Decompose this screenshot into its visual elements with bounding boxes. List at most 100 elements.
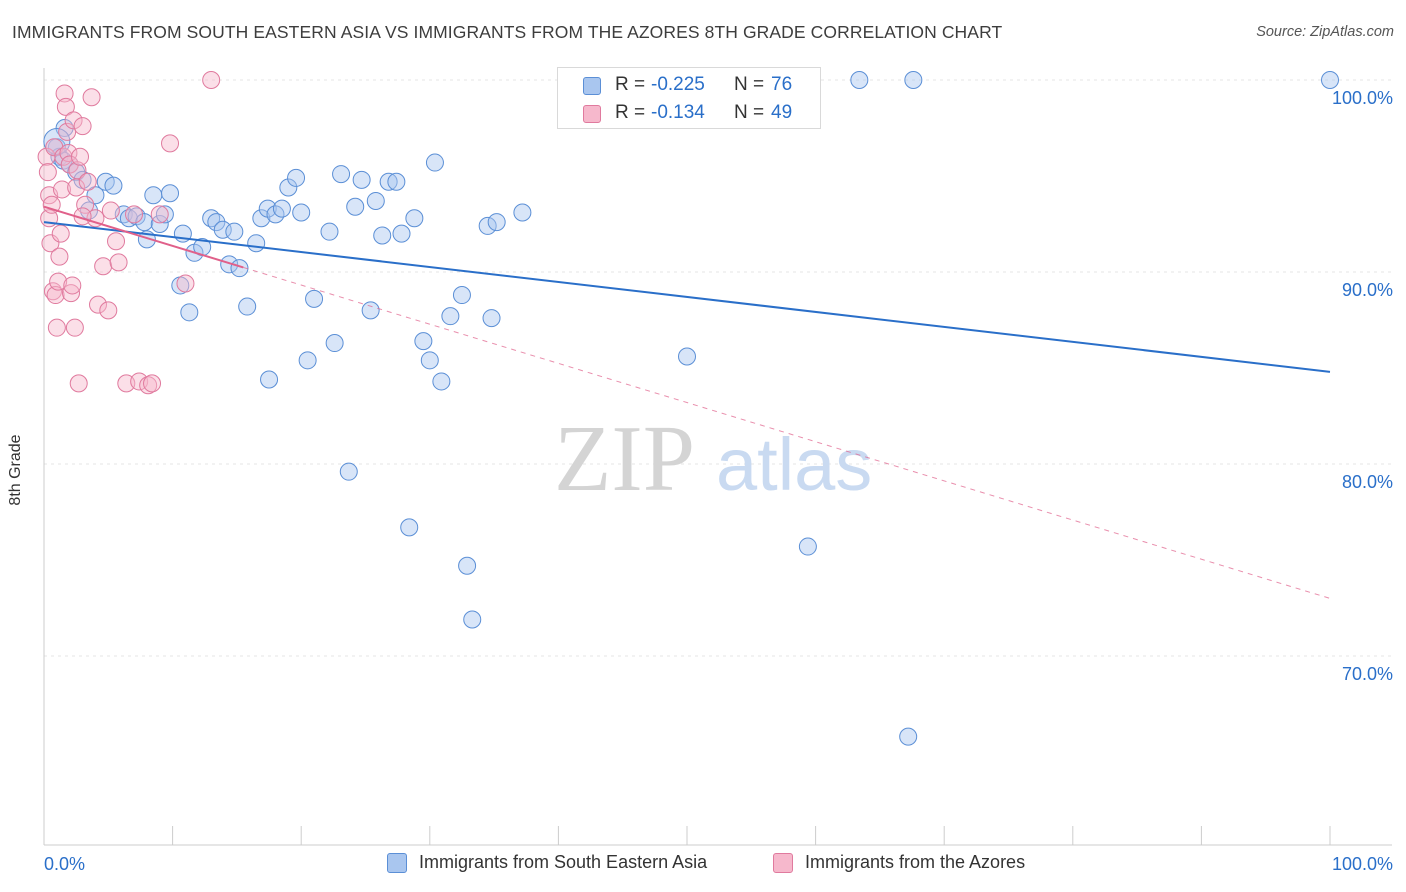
data-point-blue xyxy=(207,213,226,232)
legend-item-azores: Immigrants from the Azores xyxy=(773,852,1025,873)
r-label: R = xyxy=(615,102,646,123)
data-point-blue xyxy=(425,153,444,172)
data-point-pink xyxy=(89,295,108,314)
trend-line-pink-dashed xyxy=(243,266,1331,599)
bottom-legend: Immigrants from South Eastern Asia Immig… xyxy=(0,852,1406,878)
data-point-blue xyxy=(441,307,460,326)
data-point-blue xyxy=(387,172,406,191)
data-point-pink xyxy=(49,272,68,291)
data-point-blue xyxy=(400,518,419,537)
data-point-blue xyxy=(135,213,154,232)
data-point-blue xyxy=(298,351,317,370)
legend-swatch-pink xyxy=(773,852,793,873)
data-point-pink xyxy=(56,97,75,116)
data-point-pink xyxy=(176,274,195,293)
trend-lines xyxy=(43,205,1331,599)
data-point-blue xyxy=(279,178,298,197)
watermark-zip: ZIP xyxy=(554,407,695,511)
data-point-blue xyxy=(432,372,451,391)
data-point-blue xyxy=(320,222,339,241)
data-point-pink xyxy=(143,374,162,393)
data-point-pink xyxy=(150,205,169,224)
n-value: 76 xyxy=(771,74,793,95)
data-point-pink xyxy=(161,134,180,153)
data-point-pink xyxy=(125,205,144,224)
stats-legend: R = -0.225 N = 76 R = -0.134 N = 49 xyxy=(557,67,821,129)
data-point-blue xyxy=(213,220,232,239)
data-point-blue xyxy=(252,209,271,228)
data-point-blue xyxy=(225,222,244,241)
data-point-blue xyxy=(238,297,257,316)
data-point-blue xyxy=(463,610,482,629)
data-point-pink xyxy=(71,147,90,166)
watermark: ZIP atlas xyxy=(554,407,872,511)
x-tick-label-max: 100.0% xyxy=(1332,854,1393,874)
data-point-pink xyxy=(99,301,118,320)
data-point-blue xyxy=(155,205,174,224)
data-point-pink xyxy=(64,111,83,130)
data-point-pink xyxy=(69,374,88,393)
y-tick-label: 90.0% xyxy=(1342,280,1393,300)
y-tick-label: 80.0% xyxy=(1342,472,1393,492)
data-point-pink xyxy=(47,318,66,337)
n-value: 49 xyxy=(771,102,793,123)
data-point-blue xyxy=(373,226,392,245)
data-point-blue xyxy=(339,462,358,481)
data-point-blue xyxy=(414,332,433,351)
r-value: -0.134 xyxy=(651,102,705,123)
data-point-pink xyxy=(109,253,128,272)
data-point-pink xyxy=(76,195,95,214)
data-point-pink xyxy=(78,172,97,191)
data-point-pink xyxy=(107,232,126,251)
data-point-blue xyxy=(487,213,506,232)
source-credit: Source: ZipAtlas.com xyxy=(1256,24,1394,40)
data-point-blue xyxy=(292,203,311,222)
data-point-blue xyxy=(899,727,918,746)
data-point-blue xyxy=(180,303,199,322)
legend-label: Immigrants from the Azores xyxy=(805,852,1026,872)
data-point-blue xyxy=(325,334,344,353)
y-axis-label: 8th Grade xyxy=(7,434,24,506)
trend-line-blue xyxy=(43,221,1331,373)
data-point-pink xyxy=(63,276,82,295)
series-south-eastern-asia-points xyxy=(43,71,1339,746)
data-point-blue xyxy=(352,170,371,189)
watermark-atlas: atlas xyxy=(716,423,872,506)
data-point-pink xyxy=(58,122,77,141)
n-label: N = xyxy=(734,74,765,95)
data-point-pink xyxy=(38,163,57,182)
data-point-blue xyxy=(144,186,163,205)
axes xyxy=(43,68,1392,846)
data-point-blue xyxy=(305,289,324,308)
data-point-blue xyxy=(247,234,266,253)
data-point-pink xyxy=(50,247,69,266)
r-value: -0.225 xyxy=(651,74,705,95)
blue-swatch xyxy=(583,77,601,95)
data-point-pink xyxy=(101,201,120,220)
data-point-pink xyxy=(53,180,72,199)
data-point-blue xyxy=(904,71,923,89)
data-point-blue xyxy=(405,209,424,228)
trend-line-pink-solid xyxy=(43,205,244,269)
data-point-blue xyxy=(361,301,380,320)
chart-title: IMMIGRANTS FROM SOUTH EASTERN ASIA VS IM… xyxy=(12,22,1003,42)
data-point-pink xyxy=(82,88,101,107)
data-point-blue xyxy=(482,309,501,328)
data-point-blue xyxy=(678,347,696,366)
data-point-blue xyxy=(1321,71,1339,89)
data-point-blue xyxy=(458,556,477,575)
grid-lines xyxy=(44,79,1392,657)
stats-row-pink: R = -0.134 N = 49 xyxy=(558,99,822,127)
data-point-pink xyxy=(73,117,92,136)
data-point-pink xyxy=(68,161,87,180)
data-point-blue xyxy=(346,197,365,216)
series-azores-points xyxy=(37,71,221,395)
data-point-pink xyxy=(202,71,221,89)
data-point-blue xyxy=(104,176,123,195)
data-point-blue xyxy=(272,199,291,218)
data-point-pink xyxy=(46,286,65,305)
data-point-blue xyxy=(161,184,180,203)
legend-label: Immigrants from South Eastern Asia xyxy=(419,852,708,872)
data-point-blue xyxy=(392,224,411,243)
